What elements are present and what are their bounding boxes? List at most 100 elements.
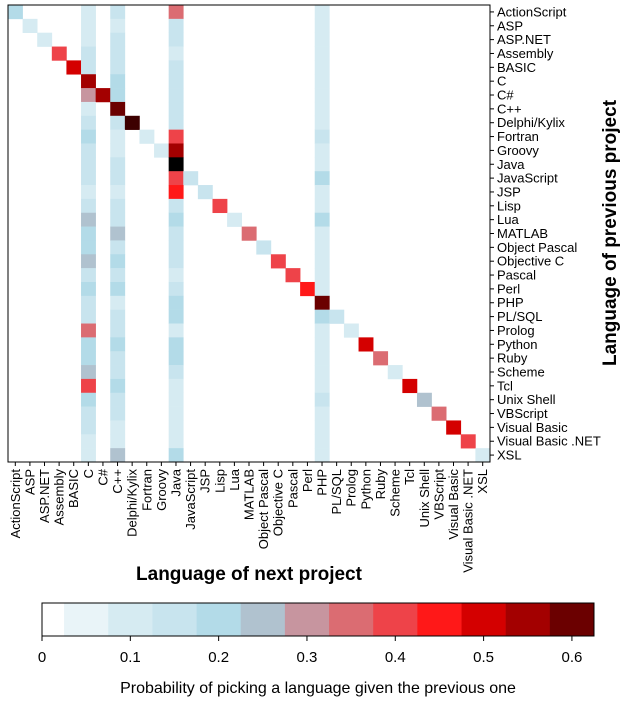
heatmap-cell bbox=[314, 101, 330, 117]
y-axis-title: Language of previous project bbox=[600, 99, 621, 366]
heatmap-cell bbox=[168, 143, 184, 158]
colorbar bbox=[42, 603, 595, 636]
heatmap-cell bbox=[110, 420, 126, 435]
heatmap-cell bbox=[314, 420, 330, 435]
y-tick-label: Scheme bbox=[497, 364, 545, 379]
heatmap-cell bbox=[110, 18, 126, 33]
heatmap-cell bbox=[227, 212, 242, 227]
heatmap-cell bbox=[110, 185, 126, 200]
heatmap-cell bbox=[168, 88, 184, 103]
heatmap-cell bbox=[314, 5, 330, 20]
y-tick-label: Pascal bbox=[497, 268, 536, 283]
colorbar-tick-label: 0.3 bbox=[297, 649, 318, 666]
heatmap-cell bbox=[124, 115, 140, 130]
heatmap-cell bbox=[168, 281, 184, 297]
heatmap-cell bbox=[314, 129, 330, 144]
heatmap-cell bbox=[314, 323, 330, 338]
colorbar-tick-label: 0.2 bbox=[208, 649, 229, 666]
x-tick-label: C++ bbox=[110, 469, 125, 494]
heatmap-cell bbox=[81, 392, 96, 407]
heatmap-cell bbox=[22, 18, 38, 33]
heatmap-cell bbox=[168, 212, 184, 227]
heatmap-cell bbox=[110, 337, 126, 352]
heatmap-cell bbox=[168, 18, 184, 33]
x-tick-label: MATLAB bbox=[242, 469, 257, 520]
heatmap-cell bbox=[81, 32, 96, 47]
x-tick-label: Unix Shell bbox=[417, 469, 432, 528]
heatmap-cell bbox=[81, 268, 96, 283]
heatmap-cell bbox=[81, 46, 96, 61]
heatmap-cell bbox=[81, 448, 96, 463]
x-tick-label: Assembly bbox=[52, 469, 67, 526]
heatmap-cell bbox=[168, 406, 184, 421]
heatmap-cell bbox=[168, 420, 184, 435]
x-tick-label: Tcl bbox=[402, 469, 417, 485]
heatmap-cell bbox=[81, 5, 96, 20]
heatmap-cell bbox=[81, 60, 96, 75]
heatmap-cell bbox=[110, 88, 126, 103]
colorbar-swatch bbox=[461, 603, 506, 636]
y-tick-label: Python bbox=[497, 337, 537, 352]
heatmap-cell bbox=[168, 60, 184, 75]
x-tick-label: JSP bbox=[198, 469, 213, 493]
heatmap-cell bbox=[270, 254, 286, 269]
heatmap-cell bbox=[81, 434, 96, 449]
heatmap-cell bbox=[314, 254, 330, 269]
y-tick-label: ASP bbox=[497, 18, 523, 33]
colorbar-tick-label: 0 bbox=[38, 649, 46, 666]
heatmap-cell bbox=[81, 351, 96, 366]
heatmap-cell bbox=[475, 448, 491, 463]
heatmap-cell bbox=[81, 157, 96, 172]
heatmap-cell bbox=[168, 46, 184, 61]
heatmap-cell bbox=[314, 365, 330, 380]
x-tick-label: VBScript bbox=[431, 469, 446, 520]
y-tick-labels: ActionScriptASPASP.NETAssemblyBASICCC#C+… bbox=[490, 4, 601, 463]
x-tick-label: PHP bbox=[315, 469, 330, 496]
heatmap-cell bbox=[314, 268, 330, 283]
x-tick-label: C# bbox=[95, 468, 110, 485]
heatmap-cell bbox=[314, 406, 330, 421]
y-tick-label: Object Pascal bbox=[497, 240, 577, 255]
y-tick-label: Visual Basic .NET bbox=[497, 434, 601, 449]
heatmap-cell bbox=[168, 365, 184, 380]
heatmap-cell bbox=[110, 115, 126, 130]
heatmap-cell bbox=[168, 5, 184, 20]
y-tick-label: C++ bbox=[497, 101, 522, 116]
x-tick-label: Groovy bbox=[154, 469, 169, 511]
heatmap-cell bbox=[168, 434, 184, 449]
y-tick-label: Fortran bbox=[497, 129, 539, 144]
x-tick-label: BASIC bbox=[66, 469, 81, 508]
heatmap-cell bbox=[212, 198, 228, 214]
heatmap-cell bbox=[81, 198, 96, 214]
heatmap-cell bbox=[387, 365, 403, 380]
y-tick-label: Lisp bbox=[497, 198, 521, 213]
y-tick-label: Assembly bbox=[497, 46, 554, 61]
heatmap-cell bbox=[446, 420, 462, 435]
y-tick-label: C# bbox=[497, 88, 514, 103]
heatmap-cell bbox=[110, 448, 126, 463]
heatmap-cell bbox=[8, 5, 23, 20]
colorbar-swatch bbox=[373, 603, 418, 636]
heatmap-cell bbox=[81, 240, 96, 255]
colorbar-tick-label: 0.4 bbox=[385, 649, 406, 666]
x-tick-label: Perl bbox=[300, 469, 315, 492]
heatmap-cell bbox=[314, 351, 330, 366]
heatmap-cell bbox=[139, 129, 155, 144]
heatmap-cell bbox=[168, 268, 184, 283]
x-tick-label: Ruby bbox=[373, 469, 388, 500]
heatmap-cell bbox=[168, 240, 184, 255]
heatmap-cell bbox=[81, 337, 96, 352]
heatmap-cell bbox=[110, 46, 126, 61]
y-tick-label: ActionScript bbox=[497, 4, 567, 19]
heatmap-cell bbox=[81, 18, 96, 33]
heatmap-cell bbox=[416, 392, 432, 407]
x-tick-label: XSL bbox=[475, 469, 490, 494]
heatmap-cell bbox=[81, 74, 96, 89]
colorbar-swatch bbox=[505, 603, 551, 636]
heatmap-cell bbox=[81, 129, 96, 144]
x-tick-label: Delphi/Kylix bbox=[125, 469, 140, 537]
colorbar-swatch bbox=[152, 603, 197, 636]
heatmap-cell bbox=[314, 198, 330, 214]
heatmap-cell bbox=[168, 254, 184, 269]
heatmap-cell bbox=[168, 171, 184, 186]
